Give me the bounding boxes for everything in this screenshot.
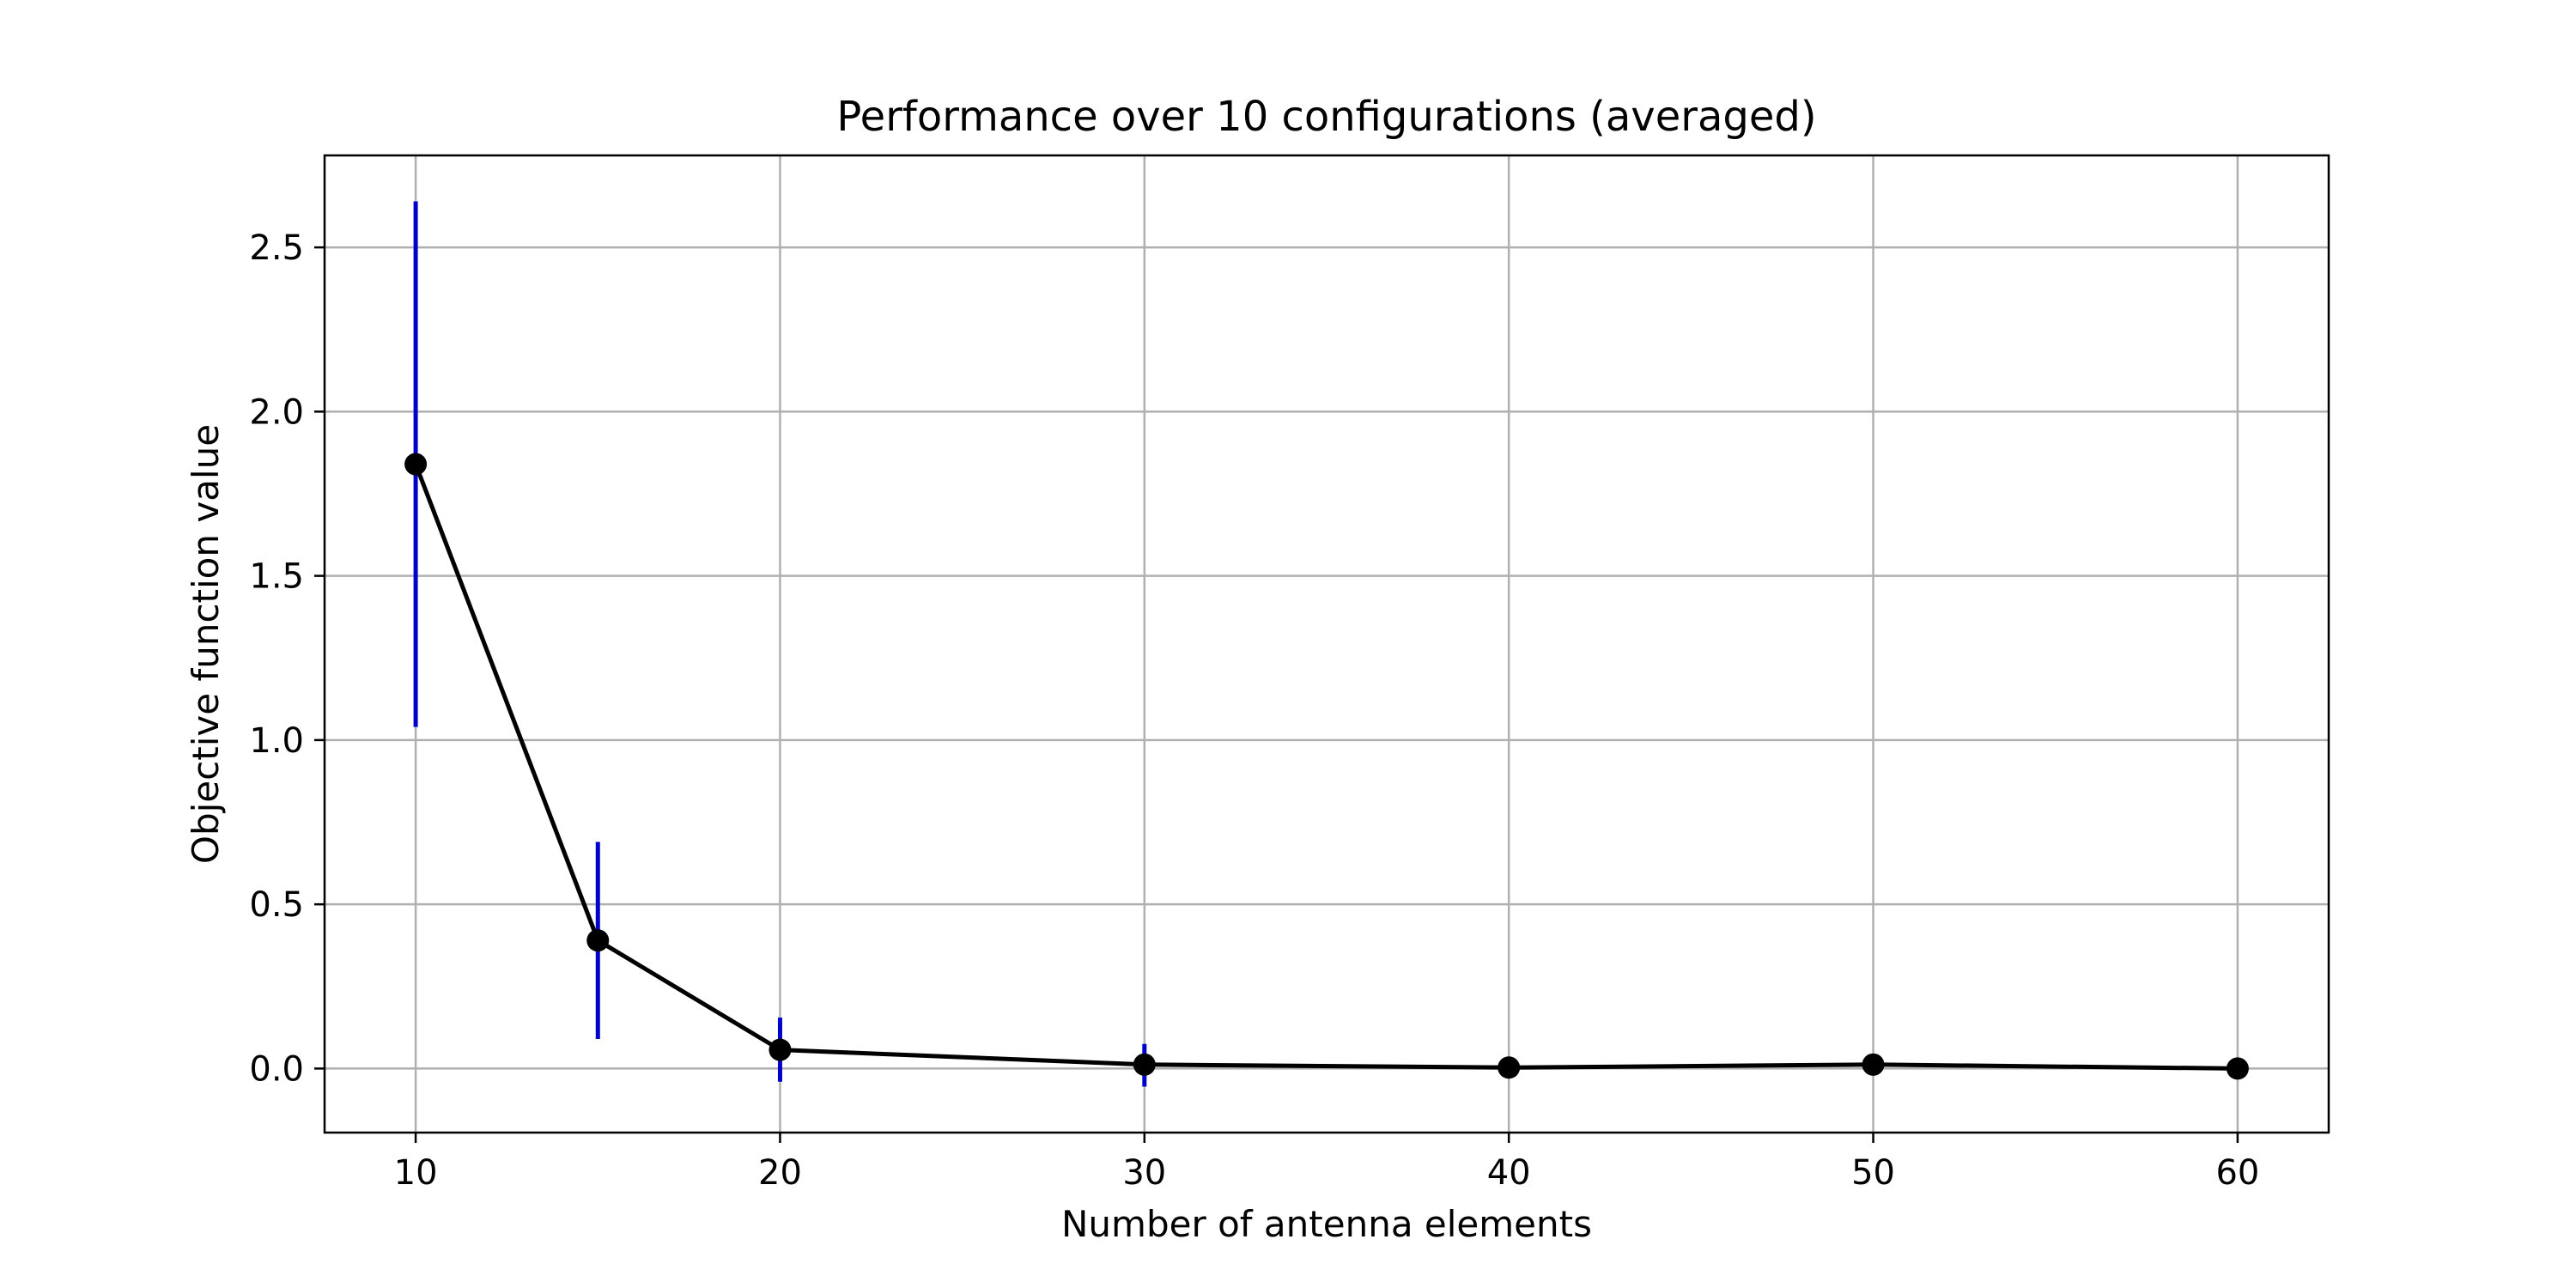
y-tick-label: 2.5 <box>249 228 304 268</box>
data-point <box>2226 1057 2249 1080</box>
data-point <box>404 453 428 476</box>
data-markers <box>404 453 2249 1080</box>
grid-lines <box>325 155 2329 1133</box>
y-tick-label: 0.0 <box>249 1049 304 1089</box>
x-tick-label: 60 <box>2215 1153 2259 1193</box>
data-point <box>769 1038 792 1061</box>
y-tick-label: 0.5 <box>249 885 304 925</box>
y-tick-label: 1.0 <box>249 721 304 761</box>
x-axis-label: Number of antenna elements <box>1061 1203 1592 1245</box>
x-tick-label: 30 <box>1122 1153 1166 1193</box>
y-tick-label: 2.0 <box>249 392 304 432</box>
series-line <box>413 463 2238 1071</box>
data-point <box>1862 1053 1885 1076</box>
data-point <box>1498 1056 1521 1079</box>
axis-ticks: 10 20 30 40 50 60 0.0 0.5 1.0 1.5 2.0 2.5 <box>249 228 2259 1193</box>
y-tick-label: 1.5 <box>249 557 304 597</box>
y-axis-label: Objective function value <box>185 424 227 864</box>
x-tick-label: 10 <box>394 1153 438 1193</box>
x-tick-label: 20 <box>758 1153 802 1193</box>
x-tick-label: 40 <box>1487 1153 1531 1193</box>
data-point <box>586 929 610 952</box>
plot-frame <box>323 154 2330 1134</box>
data-point <box>1133 1053 1156 1076</box>
x-tick-label: 50 <box>1851 1153 1895 1193</box>
chart-title: Performance over 10 configurations (aver… <box>836 93 1816 141</box>
